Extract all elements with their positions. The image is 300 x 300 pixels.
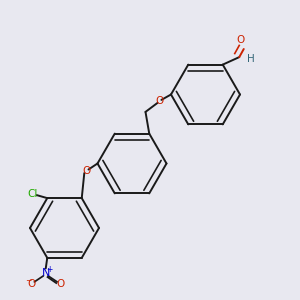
Text: −: − (25, 277, 32, 286)
Text: N: N (42, 268, 50, 278)
Text: O: O (155, 96, 164, 106)
Text: O: O (27, 279, 35, 289)
Text: O: O (82, 166, 90, 176)
Text: +: + (46, 265, 52, 274)
Text: O: O (56, 279, 64, 289)
Text: O: O (237, 35, 245, 45)
Text: H: H (247, 54, 255, 64)
Text: Cl: Cl (28, 189, 38, 199)
